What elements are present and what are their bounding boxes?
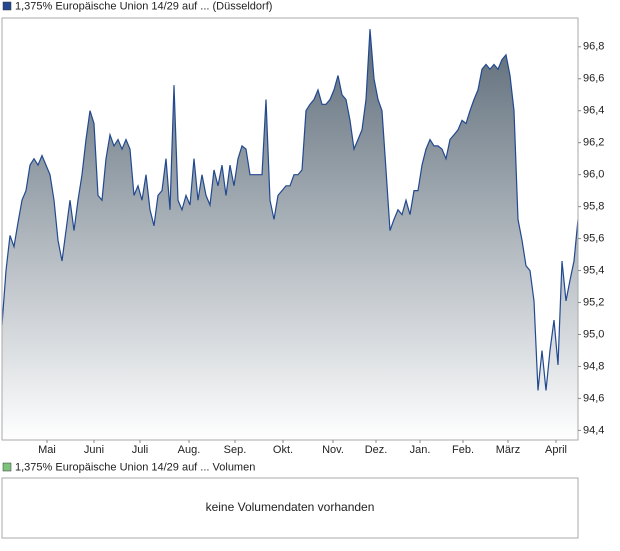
y-tick-label: 96,8 [583, 41, 604, 53]
x-tick-label: Dez. [365, 444, 388, 456]
y-tick-label: 96,6 [583, 73, 604, 85]
plot-border [1, 17, 579, 441]
y-tick-label: 95,8 [583, 201, 604, 213]
x-tick-label: Nov. [322, 444, 344, 456]
x-tick-label: März [496, 444, 520, 456]
y-tick-label: 94,8 [583, 360, 604, 372]
y-tick-label: 96,0 [583, 169, 604, 181]
y-tick-label: 95,6 [583, 232, 604, 244]
y-tick-label: 94,6 [583, 392, 604, 404]
legend-swatch [2, 1, 12, 11]
volume-panel [1, 477, 579, 539]
line [1, 29, 579, 391]
y-tick-label: 96,4 [583, 105, 604, 117]
x-tick-label: Feb. [452, 444, 474, 456]
x-tick-label: Sep. [224, 444, 247, 456]
x-tick-label: April [545, 444, 567, 456]
legend-label: 1,375% Europäische Union 14/29 auf ... (… [15, 0, 272, 12]
y-tick-label: 96,2 [583, 137, 604, 149]
legend-label: 1,375% Europäische Union 14/29 auf ... V… [15, 461, 255, 473]
volume-message: keine Volumendaten vorhanden [206, 500, 375, 514]
area [2, 29, 578, 440]
y-tick-label: 95,2 [583, 296, 604, 308]
x-tick-label: Okt. [273, 444, 293, 456]
x-tick-label: Jan. [410, 444, 431, 456]
y-tick-label: 94,4 [583, 424, 604, 436]
legend-swatch [2, 462, 12, 472]
x-tick-label: Mai [38, 444, 56, 456]
x-tick-label: Juni [84, 444, 104, 456]
x-tick-label: Aug. [178, 444, 201, 456]
y-tick-label: 95,0 [583, 328, 604, 340]
x-tick-label: Juli [132, 444, 149, 456]
y-tick-label: 95,4 [583, 264, 604, 276]
